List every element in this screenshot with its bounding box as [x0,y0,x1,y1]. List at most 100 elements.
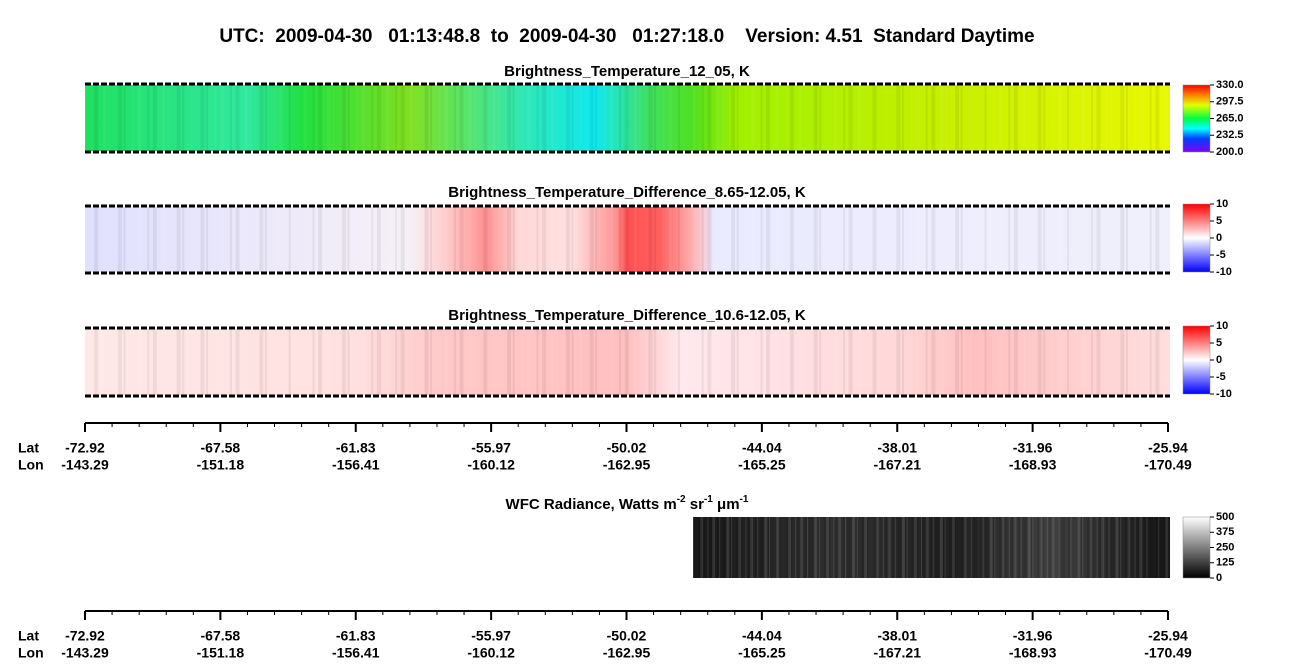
lon-tick-label: -162.95 [603,645,651,661]
image-streak [677,85,680,151]
lat-tick-label: -31.96 [1013,628,1053,644]
image-streak [492,207,496,272]
lat-tick-label: -38.01 [877,628,917,644]
image-streak [866,517,869,578]
image-streak [663,207,665,272]
image-streak [969,207,971,272]
image-streak [1135,85,1136,151]
image-streak [117,85,122,151]
image-streak [819,85,822,151]
image-streak [814,517,818,578]
image-streak [1098,517,1103,578]
image-streak [395,329,398,395]
image-streak [897,517,902,578]
image-streak [906,517,908,578]
image-streak [861,517,866,578]
image-streak [776,517,780,578]
image-streak [1032,517,1034,578]
panel-title: WFC Radiance, Watts m-2 sr-1 μm-1 [506,494,749,513]
image-streak [415,329,417,395]
image-streak [430,85,433,151]
image-streak [766,85,771,151]
image-streak [580,85,582,151]
image-streak [916,517,919,578]
image-streak [692,329,696,395]
image-streak [356,207,358,272]
image-streak [444,329,448,395]
image-streak [376,329,381,395]
image-streak [103,207,107,272]
image-streak [1008,85,1011,151]
image-streak [751,85,755,151]
image-streak [498,85,499,151]
image-streak [799,517,803,578]
image-streak [692,85,696,151]
image-streak [639,329,641,395]
image-streak [1139,517,1143,578]
image-swath [693,517,1170,578]
image-streak [1013,85,1018,151]
image-streak [556,85,558,151]
image-streak [789,329,794,395]
image-streak [901,329,904,395]
image-streak [760,207,763,272]
image-streak [288,85,291,151]
title-part: -2 [677,494,686,505]
image-streak [589,329,594,395]
image-streak [993,207,995,272]
image-streak [1127,517,1131,578]
image-streak [288,207,291,272]
image-streak [1067,85,1070,151]
image-streak [1111,85,1113,151]
image-streak [654,329,657,395]
lon-tick-label: -165.25 [738,645,786,661]
image-streak [721,517,726,578]
colorbar [1182,516,1211,579]
image-streak [356,329,358,395]
image-streak [864,517,867,578]
image-streak [182,85,185,151]
image-streak [259,85,264,151]
image-streak [854,517,857,578]
image-streak [887,517,891,578]
image-streak [789,85,794,151]
image-streak [371,207,374,272]
image-streak [1008,207,1011,272]
image-streak [1079,517,1082,578]
image-streak [931,85,936,151]
image-streak [984,85,987,151]
colorbar-label: 250 [1216,541,1234,553]
image-streak [162,207,165,272]
image-streak [453,329,456,395]
image-streak [347,329,350,395]
image-streak [654,85,657,151]
panel-title: Brightness_Temperature_Difference_8.65-1… [448,184,806,201]
image-streak [1129,517,1132,578]
colorbar-label: 232.5 [1216,129,1244,141]
image-streak [1149,85,1152,151]
image-streak [312,207,315,272]
image-streak [279,207,283,272]
image-streak [536,85,539,151]
title-part: -1 [704,494,713,505]
image-streak [1134,517,1136,578]
image-streak [215,85,217,151]
image-streak [856,517,858,578]
panel-title: Brightness_Temperature_12_05, K [504,63,750,80]
image-streak [565,329,570,395]
image-streak [147,207,150,272]
image-streak [400,85,405,151]
image-streak [940,329,944,395]
image-streak [885,517,890,578]
image-streak [1125,85,1128,151]
image-streak [152,329,157,395]
image-streak [701,207,704,272]
image-streak [902,517,905,578]
image-streak [521,85,523,151]
image-streak [823,517,828,578]
lon-tick-label: -170.49 [1144,645,1192,661]
image-streak [668,85,672,151]
image-streak [483,207,488,272]
image-streak [176,85,181,151]
image-streak [624,85,629,151]
